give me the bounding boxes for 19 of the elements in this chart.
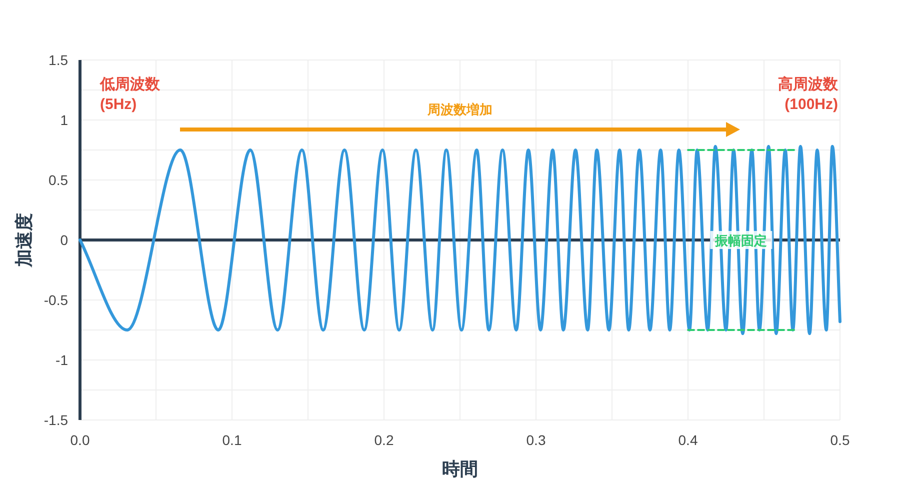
y-tick-label: -1.5 <box>44 412 68 428</box>
y-axis-title: 加速度 <box>14 213 34 268</box>
annotation: 低周波数 (5Hz) <box>99 76 161 113</box>
y-tick-label: -1 <box>56 352 68 368</box>
x-tick-label: 0.3 <box>526 432 546 448</box>
x-tick-label: 0.0 <box>70 432 90 448</box>
x-tick-label: 0.2 <box>374 432 394 448</box>
annotation: 周波数増加 <box>426 102 492 117</box>
x-axis-title: 時間 <box>442 459 478 479</box>
x-tick-label: 0.4 <box>678 432 698 448</box>
y-tick-label: 1 <box>60 112 68 128</box>
y-tick-label: 0 <box>60 232 68 248</box>
y-tick-label: 1.5 <box>48 52 68 68</box>
annotation: 振幅固定 <box>714 233 768 248</box>
x-tick-label: 0.5 <box>830 432 850 448</box>
y-tick-label: -0.5 <box>44 292 68 308</box>
y-tick-label: 0.5 <box>48 172 68 188</box>
x-tick-label: 0.1 <box>222 432 242 448</box>
annotation: 高周波数 (100Hz) <box>778 75 839 113</box>
